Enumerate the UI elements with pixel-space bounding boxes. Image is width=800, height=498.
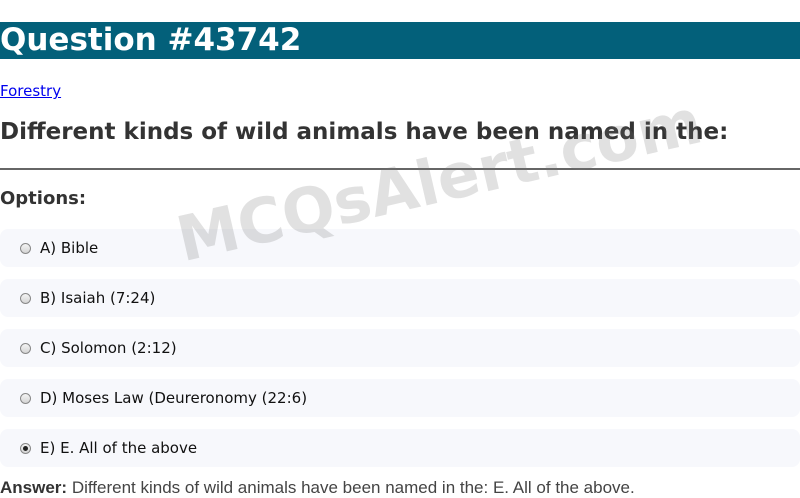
radio-button[interactable]	[20, 242, 31, 254]
question-number-title: Question #43742	[0, 22, 302, 58]
answer-text: Different kinds of wild animals have bee…	[71, 478, 635, 497]
answer-line: Answer: Different kinds of wild animals …	[0, 478, 635, 498]
radio-button-checked[interactable]	[20, 442, 31, 454]
option-label: E) E. All of the above	[40, 439, 198, 457]
option-a[interactable]: A) Bible	[0, 229, 800, 267]
option-e[interactable]: E) E. All of the above	[0, 429, 800, 467]
option-c[interactable]: C) Solomon (2:12)	[0, 329, 800, 367]
page-header: Question #43742	[0, 22, 800, 59]
option-label: D) Moses Law (Deureronomy (22:6)	[40, 389, 308, 407]
question-text: Different kinds of wild animals have bee…	[0, 119, 729, 145]
options-heading: Options:	[0, 188, 87, 209]
option-label: B) Isaiah (7:24)	[40, 289, 156, 307]
category-link[interactable]: Forestry	[0, 82, 62, 100]
radio-button[interactable]	[20, 392, 31, 404]
divider	[0, 168, 800, 170]
radio-button[interactable]	[20, 342, 31, 354]
option-d[interactable]: D) Moses Law (Deureronomy (22:6)	[0, 379, 800, 417]
option-b[interactable]: B) Isaiah (7:24)	[0, 279, 800, 317]
option-label: C) Solomon (2:12)	[40, 339, 177, 357]
answer-label: Answer:	[0, 478, 68, 497]
option-label: A) Bible	[40, 239, 99, 257]
radio-button[interactable]	[20, 292, 31, 304]
